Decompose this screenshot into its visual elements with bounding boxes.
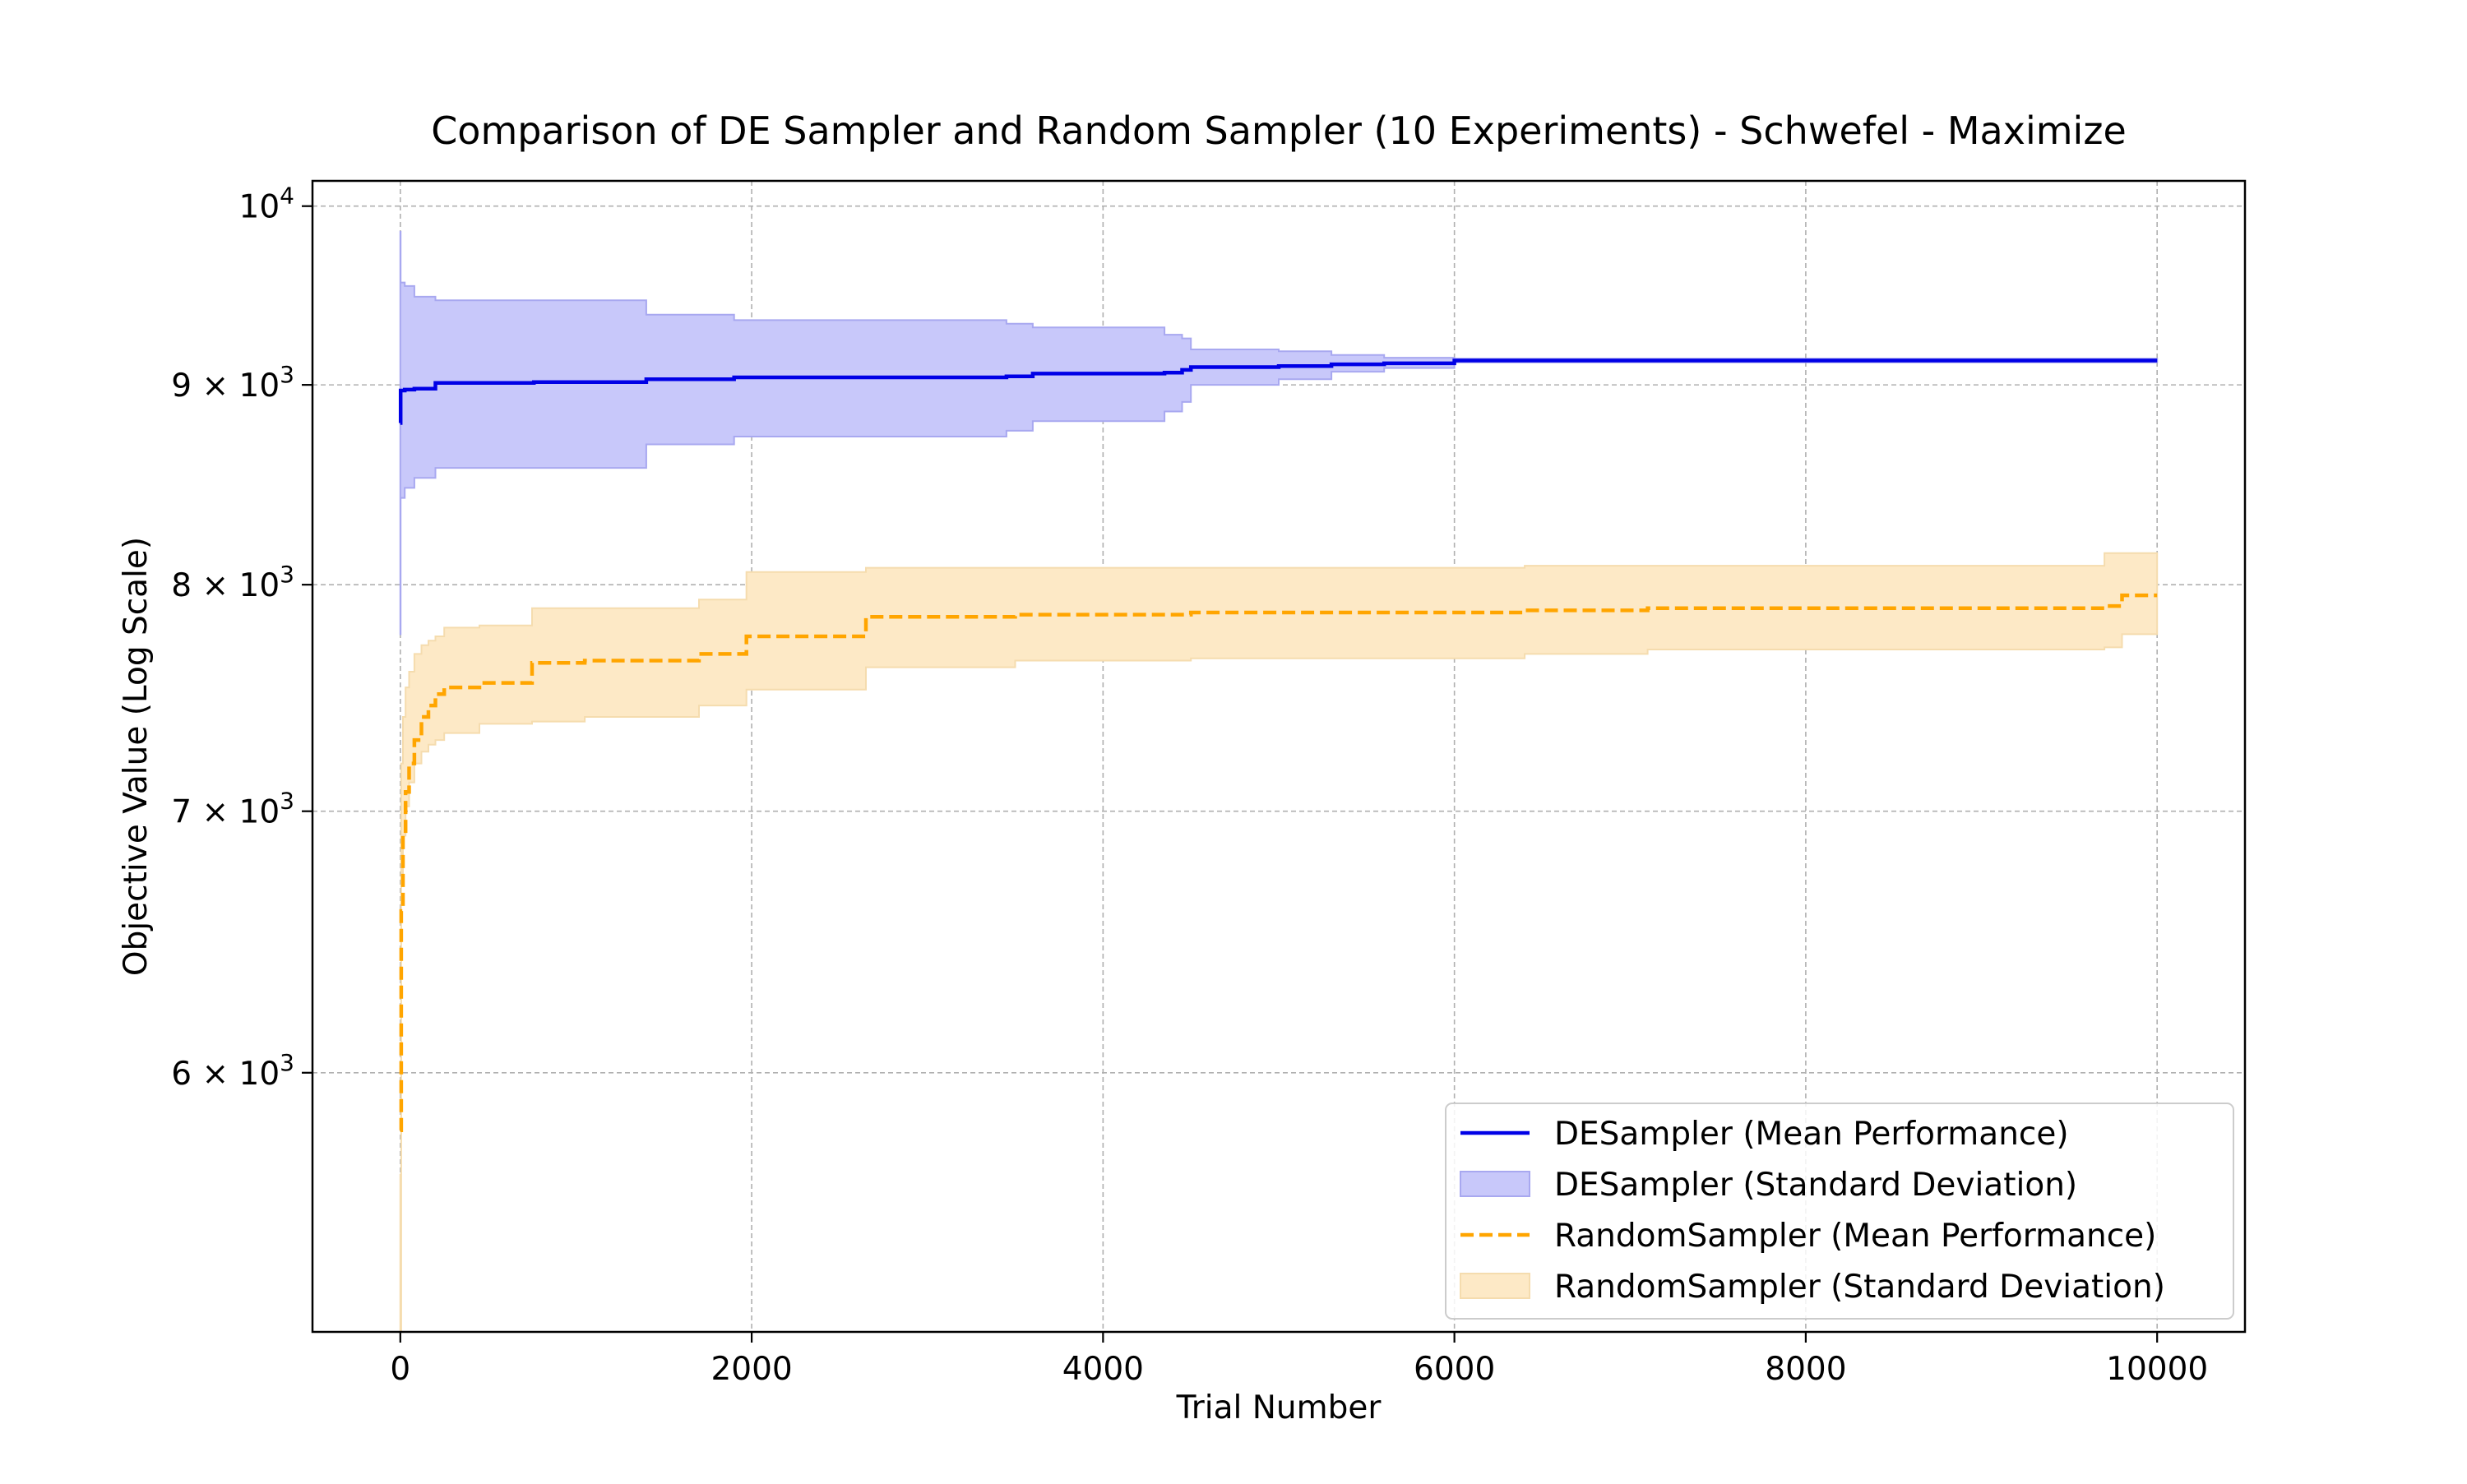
mean-lines xyxy=(398,358,2158,1132)
chart-title: Comparison of DE Sampler and Random Samp… xyxy=(431,109,2127,153)
x-tick-label: 4000 xyxy=(1062,1351,1144,1388)
x-axis-ticks: 0 2000 4000 6000 8000 10000 xyxy=(390,1332,2208,1388)
legend-swatch-band-0 xyxy=(1460,1171,1530,1197)
legend-box xyxy=(1445,1103,2234,1320)
y-tick-label: 104 xyxy=(239,183,294,226)
std-band-0 xyxy=(399,230,2159,636)
legend-label-3: RandomSampler (Standard Deviation) xyxy=(1554,1269,2165,1306)
x-tick-label: 2000 xyxy=(710,1351,792,1388)
x-tick-label: 0 xyxy=(390,1351,410,1388)
y-tick-label: 9 × 103 xyxy=(171,361,294,405)
y-axis-label: Objective Value (Log Scale) xyxy=(118,537,155,976)
x-tick-label: 10000 xyxy=(2106,1351,2208,1388)
legend: DESampler (Mean Performance) DESampler (S… xyxy=(1445,1103,2234,1320)
y-tick-label: 7 × 103 xyxy=(171,788,294,831)
mean-line-0 xyxy=(398,358,2158,425)
x-tick-label: 8000 xyxy=(1765,1351,1846,1388)
legend-label-0: DESampler (Mean Performance) xyxy=(1554,1116,2069,1153)
legend-label-1: DESampler (Standard Deviation) xyxy=(1554,1167,2077,1204)
x-axis-label: Trial Number xyxy=(1176,1389,1382,1426)
y-tick-label: 8 × 103 xyxy=(171,561,294,604)
x-tick-label: 6000 xyxy=(1414,1351,1495,1388)
plot-area-frame xyxy=(311,179,2247,1334)
mean-line-1 xyxy=(399,593,2158,1132)
std-band-1 xyxy=(399,552,2159,1333)
y-axis-ticks: 104 9 × 103 8 × 103 7 × 103 6 × 103 xyxy=(171,183,312,1093)
legend-label-2: RandomSampler (Mean Performance) xyxy=(1554,1218,2156,1255)
y-tick-label: 6 × 103 xyxy=(171,1049,294,1093)
std-bands xyxy=(399,230,2159,1333)
legend-swatch-band-1 xyxy=(1460,1273,1530,1299)
